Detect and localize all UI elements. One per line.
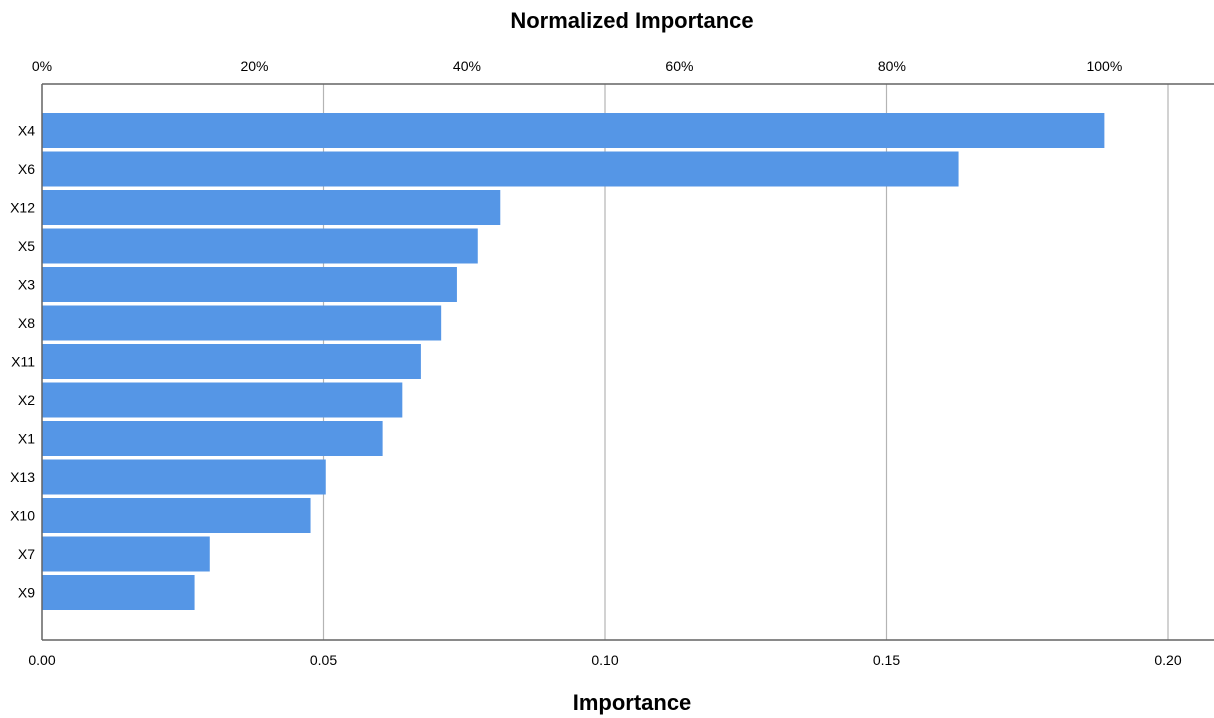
top-tick-label: 0%	[32, 58, 52, 74]
category-label: X2	[18, 392, 35, 408]
bar-x5	[42, 228, 478, 264]
bar-x12	[42, 190, 501, 225]
bar-x8	[42, 305, 442, 341]
category-label: X6	[18, 161, 35, 177]
bottom-tick-label: 0.05	[310, 652, 337, 668]
bar-x3	[42, 267, 457, 302]
x-axis-label: Importance	[573, 690, 692, 715]
top-tick-label: 20%	[240, 58, 268, 74]
top-tick-labels: 0% 20% 40% 60% 80% 100%	[32, 58, 1122, 74]
category-label: X4	[18, 123, 35, 139]
bar-x10	[42, 498, 311, 533]
chart-title: Normalized Importance	[510, 8, 753, 33]
top-tick-label: 60%	[665, 58, 693, 74]
bar-x9	[42, 575, 195, 610]
bottom-tick-label: 0.10	[591, 652, 618, 668]
category-label: X8	[18, 315, 35, 331]
category-label: X9	[18, 585, 35, 601]
top-tick-label: 100%	[1086, 58, 1122, 74]
category-label: X5	[18, 238, 35, 254]
category-label: X1	[18, 431, 35, 447]
bar-x13	[42, 459, 326, 495]
category-label: X10	[10, 508, 35, 524]
bar-x6	[42, 151, 959, 187]
bar-x4	[42, 113, 1105, 148]
bar-x2	[42, 382, 403, 418]
bottom-tick-labels: 0.00 0.05 0.10 0.15 0.20	[28, 652, 1181, 668]
category-label: X13	[10, 469, 35, 485]
category-label: X3	[18, 277, 35, 293]
bottom-tick-label: 0.15	[873, 652, 900, 668]
bottom-tick-label: 0.00	[28, 652, 55, 668]
category-label: X7	[18, 546, 35, 562]
bar-x7	[42, 536, 210, 572]
top-tick-label: 80%	[878, 58, 906, 74]
category-label: X11	[11, 354, 35, 370]
category-labels: X4 X6 X12 X5 X3 X8 X11 X2 X1 X13 X10 X7 X9	[10, 123, 35, 601]
top-tick-label: 40%	[453, 58, 481, 74]
bars	[42, 113, 1105, 610]
bottom-tick-label: 0.20	[1154, 652, 1181, 668]
category-label: X12	[10, 200, 35, 216]
bar-x11	[42, 344, 421, 379]
bar-x1	[42, 421, 383, 456]
axes	[41, 83, 1214, 641]
